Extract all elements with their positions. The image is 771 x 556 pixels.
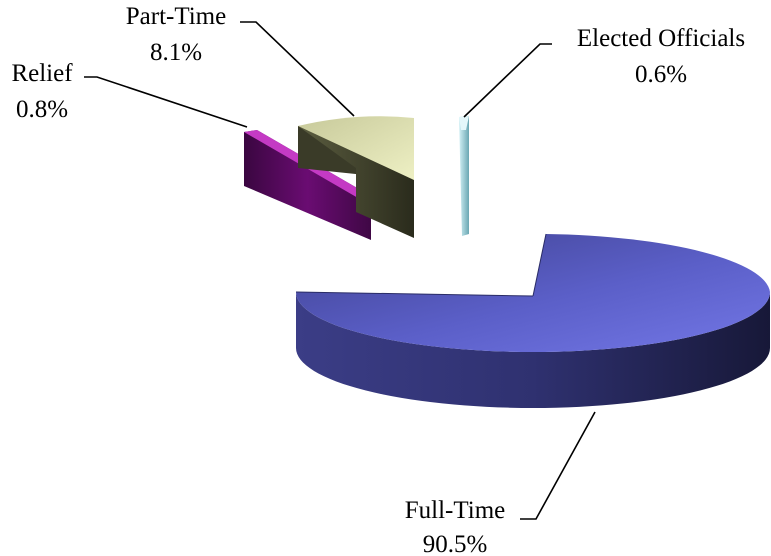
label-relief-name: Relief: [11, 60, 73, 87]
slice-part-time: [298, 116, 414, 238]
label-elected-officials-name: Elected Officials: [577, 25, 745, 52]
label-part-time-value: 8.1%: [150, 39, 202, 66]
label-full-time-value: 90.5%: [423, 531, 488, 556]
slice-elected-officials: [459, 116, 469, 236]
leader-elected-officials: [463, 43, 552, 118]
leader-relief: [84, 76, 248, 128]
leader-full-time: [520, 411, 596, 520]
label-relief-value: 0.8%: [16, 96, 68, 123]
label-full-time-name: Full-Time: [405, 497, 506, 524]
label-part-time-name: Part-Time: [126, 3, 226, 30]
label-elected-officials-value: 0.6%: [635, 61, 687, 88]
slice-full-time: [295, 233, 770, 408]
leader-part-time: [240, 21, 355, 117]
